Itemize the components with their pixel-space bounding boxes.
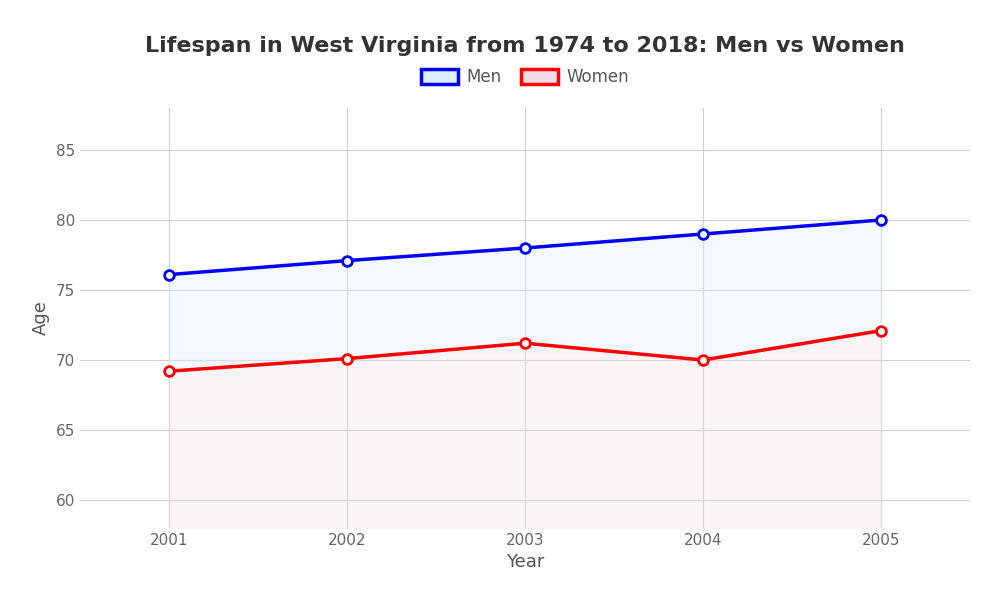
X-axis label: Year: Year (506, 553, 544, 571)
Title: Lifespan in West Virginia from 1974 to 2018: Men vs Women: Lifespan in West Virginia from 1974 to 2… (145, 37, 905, 56)
Legend: Men, Women: Men, Women (414, 62, 636, 93)
Y-axis label: Age: Age (32, 301, 50, 335)
